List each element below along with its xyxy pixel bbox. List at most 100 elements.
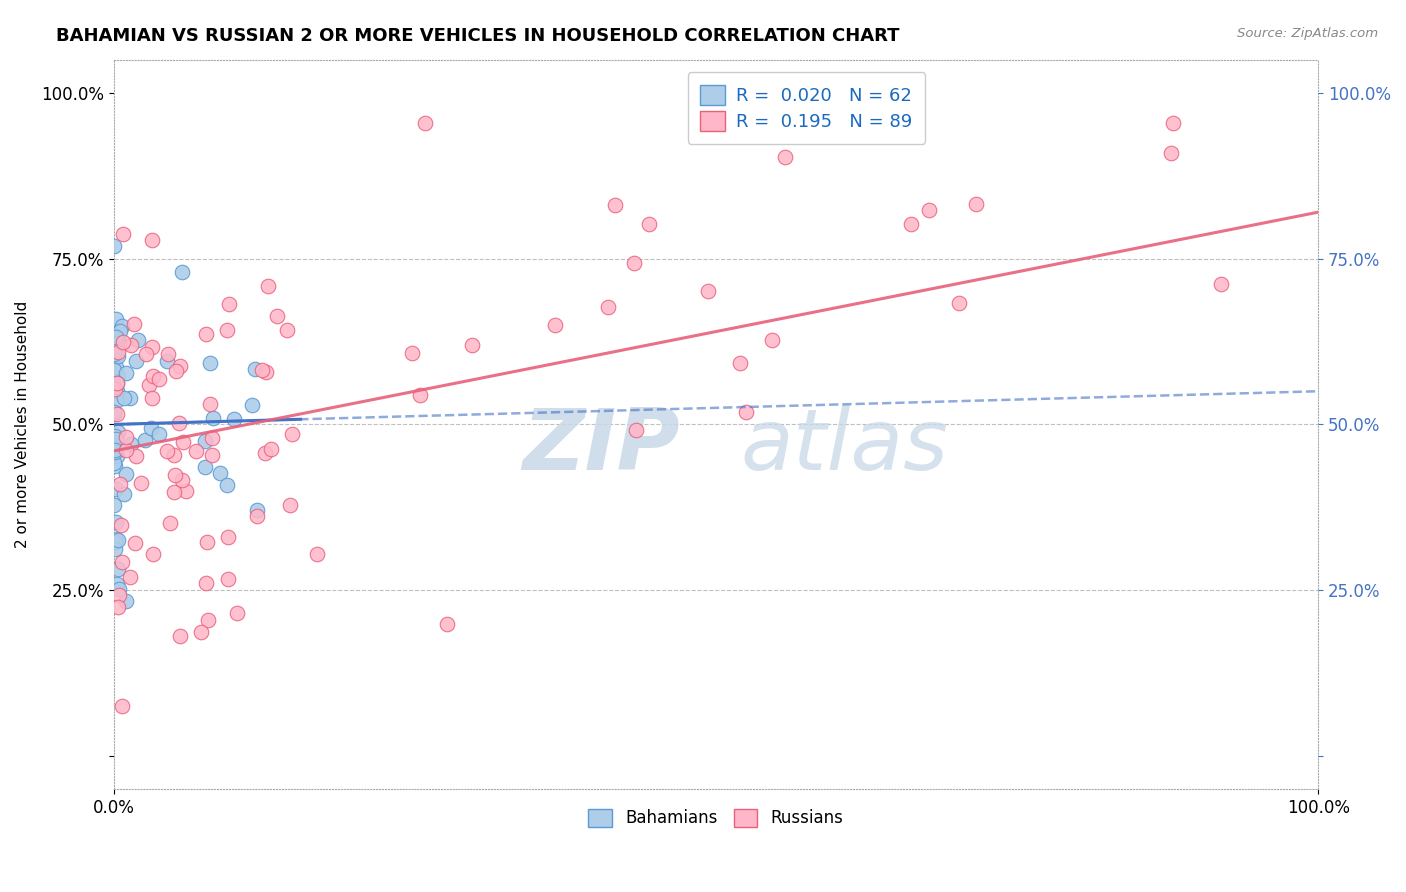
Point <box>250 363 273 377</box>
Point <box>114 594 136 608</box>
Point <box>156 354 179 368</box>
Point <box>104 444 127 458</box>
Point <box>184 444 207 458</box>
Text: Source: ZipAtlas.com: Source: ZipAtlas.com <box>1237 27 1378 40</box>
Point <box>125 353 148 368</box>
Point <box>148 427 170 442</box>
Point <box>135 347 157 361</box>
Point <box>103 351 125 366</box>
Point <box>198 397 221 411</box>
Point <box>918 202 941 217</box>
Point <box>773 150 796 164</box>
Point <box>965 196 987 211</box>
Point <box>1211 277 1233 291</box>
Point <box>105 516 128 530</box>
Point <box>217 530 239 544</box>
Point <box>125 449 148 463</box>
Point <box>266 309 288 323</box>
Point <box>217 572 239 586</box>
Point <box>104 428 127 442</box>
Point <box>254 365 277 379</box>
Point <box>735 405 758 419</box>
Text: atlas: atlas <box>740 405 948 488</box>
Point <box>103 499 125 513</box>
Point <box>104 382 127 396</box>
Point <box>209 466 232 480</box>
Point <box>162 484 184 499</box>
Point <box>242 398 264 412</box>
Y-axis label: 2 or more Vehicles in Household: 2 or more Vehicles in Household <box>15 301 30 548</box>
Point <box>103 362 125 376</box>
Point <box>103 456 125 470</box>
Point <box>637 218 659 232</box>
Point <box>107 334 129 349</box>
Point <box>148 372 170 386</box>
Point <box>246 508 269 523</box>
Point <box>141 233 163 247</box>
Text: BAHAMIAN VS RUSSIAN 2 OR MORE VEHICLES IN HOUSEHOLD CORRELATION CHART: BAHAMIAN VS RUSSIAN 2 OR MORE VEHICLES I… <box>56 27 900 45</box>
Point <box>260 442 283 456</box>
Point <box>103 541 125 556</box>
Point <box>167 416 190 430</box>
Point <box>156 444 179 458</box>
Point <box>169 359 191 373</box>
Point <box>201 411 224 425</box>
Point <box>107 376 129 391</box>
Point <box>112 334 135 349</box>
Point <box>172 265 194 279</box>
Point <box>243 362 266 376</box>
Point <box>596 300 619 314</box>
Point <box>120 436 142 450</box>
Point <box>200 356 222 370</box>
Point <box>105 376 128 390</box>
Point <box>115 467 138 481</box>
Point <box>170 473 193 487</box>
Point <box>127 333 149 347</box>
Point <box>124 317 146 331</box>
Point <box>172 435 194 450</box>
Point <box>413 116 436 130</box>
Point <box>401 346 423 360</box>
Point <box>120 391 142 405</box>
Point <box>165 363 187 377</box>
Point <box>1161 116 1184 130</box>
Point <box>217 323 239 337</box>
Point <box>104 393 127 408</box>
Point <box>544 318 567 333</box>
Point <box>163 467 186 482</box>
Point <box>115 443 138 458</box>
Point <box>226 606 249 620</box>
Point <box>190 625 212 640</box>
Point <box>1160 146 1182 161</box>
Point <box>107 384 129 398</box>
Point <box>278 498 301 512</box>
Point <box>193 434 215 448</box>
Point <box>107 562 129 576</box>
Point <box>120 338 142 352</box>
Point <box>112 487 135 501</box>
Point <box>307 547 329 561</box>
Text: ZIP: ZIP <box>522 405 681 488</box>
Point <box>105 449 128 463</box>
Point <box>105 312 128 326</box>
Point <box>141 340 163 354</box>
Point <box>696 284 718 298</box>
Point <box>104 335 127 350</box>
Point <box>107 368 129 383</box>
Point <box>103 239 125 253</box>
Point <box>111 319 134 334</box>
Point <box>108 324 131 338</box>
Point <box>103 347 125 361</box>
Point <box>163 448 186 462</box>
Point <box>112 391 135 405</box>
Point <box>107 407 129 421</box>
Point <box>107 599 129 614</box>
Point <box>436 617 458 632</box>
Point <box>201 448 224 462</box>
Point <box>103 440 125 454</box>
Point <box>107 588 129 602</box>
Point <box>108 582 131 596</box>
Point <box>603 198 626 212</box>
Point <box>111 698 134 713</box>
Point <box>104 432 127 446</box>
